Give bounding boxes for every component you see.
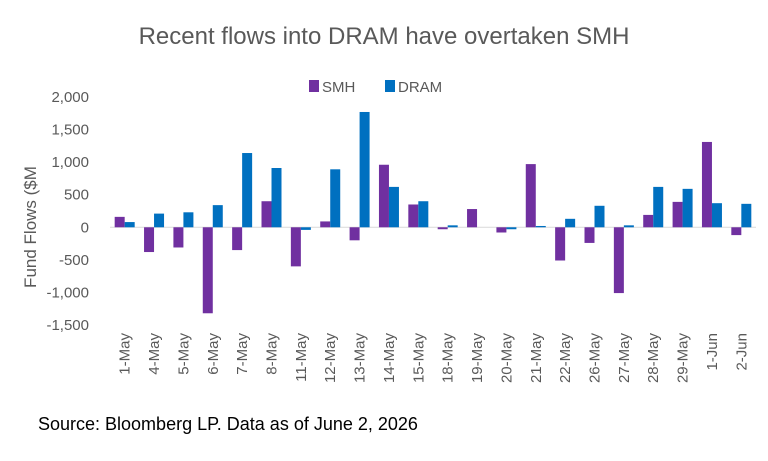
bar-dram-29-may [682, 188, 693, 228]
x-tick-label: 18-May [440, 333, 457, 384]
bar-dram-28-may [653, 186, 664, 228]
x-tick-label: 1-Jun [704, 333, 721, 371]
legend-label-smh: SMH [322, 79, 355, 96]
bar-smh-27-may [613, 227, 624, 294]
bar-dram-1-may [124, 222, 135, 228]
x-tick-label: 15-May [410, 333, 427, 384]
x-tick-label: 4-May [146, 333, 163, 375]
y-axis-ticks: 2,000 1,500 1,000 500 0 -500 -1,000 -1,500 [46, 89, 89, 334]
x-tick-label: 13-May [352, 333, 369, 384]
bar-dram-8-may [271, 168, 282, 228]
x-tick-label: 8-May [264, 333, 281, 375]
bar-smh-1-jun [701, 141, 712, 228]
legend: SMH DRAM [309, 79, 442, 96]
x-tick-label: 29-May [675, 333, 692, 384]
bar-dram-22-may [565, 218, 576, 228]
source-note: Source: Bloomberg LP. Data as of June 2,… [38, 414, 418, 434]
bar-smh-11-may [290, 227, 301, 267]
x-axis-ticks: 1-May 4-May 5-May 6-May 7-May 8-May 11-May 12-M… [117, 333, 751, 384]
bar-dram-7-may [242, 153, 253, 228]
x-tick-label: 14-May [381, 333, 398, 384]
y-axis-label: Fund Flows ($M [21, 166, 40, 288]
x-tick-label: 2-Jun [733, 333, 750, 371]
y-tick-label: 0 [81, 219, 89, 236]
bar-smh-28-may [643, 214, 654, 228]
x-tick-label: 19-May [469, 333, 486, 384]
x-tick-label: 11-May [293, 333, 310, 382]
x-tick-label: 21-May [528, 333, 545, 384]
bar-smh-6-may [202, 227, 213, 314]
bar-dram-4-may [154, 213, 165, 228]
y-tick-label: 1,000 [51, 154, 89, 171]
bar-dram-14-may [388, 186, 399, 228]
bar-smh-8-may [261, 201, 272, 228]
bar-dram-2-jun [741, 203, 752, 228]
y-tick-label: -1,500 [46, 317, 89, 334]
y-tick-label: 500 [64, 187, 89, 204]
bar-smh-26-may [584, 227, 595, 243]
bar-smh-20-may [496, 227, 507, 233]
bar-dram-20-may [506, 227, 517, 230]
bar-dram-27-may [623, 225, 634, 228]
bar-smh-4-may [144, 227, 155, 253]
bar-smh-7-may [232, 227, 243, 251]
y-tick-label: 2,000 [51, 89, 89, 106]
y-tick-label: 1,500 [51, 122, 89, 139]
bars [110, 111, 756, 314]
bar-smh-12-may [320, 221, 331, 228]
y-tick-label: -500 [59, 252, 89, 269]
x-tick-label: 5-May [175, 333, 192, 375]
x-tick-label: 27-May [616, 333, 633, 384]
bar-smh-29-may [672, 201, 683, 228]
x-tick-label: 20-May [498, 333, 515, 384]
bar-dram-13-may [359, 111, 370, 228]
legend-swatch-smh [309, 80, 319, 92]
chart-title: Recent flows into DRAM have overtaken SM… [139, 23, 630, 50]
bar-dram-5-may [183, 212, 194, 228]
bar-smh-2-jun [731, 227, 742, 236]
legend-swatch-dram [385, 80, 395, 92]
bar-smh-21-may [525, 164, 536, 228]
bar-dram-18-may [447, 225, 458, 228]
x-tick-label: 7-May [234, 333, 251, 375]
bar-smh-19-may [467, 209, 478, 228]
bar-dram-15-may [418, 201, 429, 228]
x-tick-label: 22-May [557, 333, 574, 384]
legend-label-dram: DRAM [398, 79, 442, 96]
x-tick-label: 28-May [645, 333, 662, 384]
bar-dram-1-jun [711, 203, 722, 228]
x-tick-label: 1-May [117, 333, 134, 375]
y-tick-label: -1,000 [46, 284, 89, 301]
bar-smh-1-may [114, 216, 125, 228]
x-tick-label: 12-May [322, 333, 339, 384]
bar-smh-22-may [555, 227, 566, 261]
x-tick-label: 6-May [205, 333, 222, 375]
bar-dram-11-may [300, 227, 311, 230]
bar-dram-26-may [594, 205, 605, 228]
bar-smh-14-may [378, 164, 389, 228]
bar-dram-12-may [330, 169, 341, 228]
bar-dram-6-may [212, 205, 223, 228]
x-tick-label: 26-May [587, 333, 604, 384]
bar-dram-21-may [535, 225, 546, 228]
bar-smh-18-may [437, 227, 448, 230]
bar-smh-15-may [408, 204, 419, 228]
bar-smh-13-may [349, 227, 360, 241]
bar-smh-5-may [173, 227, 184, 248]
